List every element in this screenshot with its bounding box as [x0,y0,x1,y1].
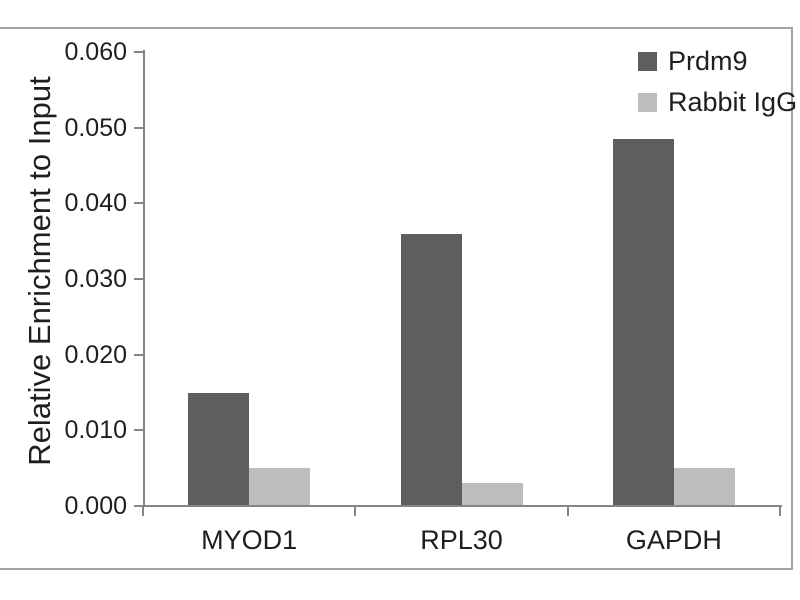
y-tick-mark [134,505,144,507]
y-tick-label: 0.060 [64,38,127,66]
y-tick-label: 0.050 [64,113,127,142]
x-category-label-rpl30: RPL30 [420,525,503,555]
y-tick-mark [134,278,144,280]
x-tick-mark [142,506,144,516]
x-axis-line [143,505,782,507]
x-tick-mark [354,506,357,516]
y-tick-label: 0.030 [64,265,127,293]
y-tick-label: 0.040 [64,189,127,218]
legend-swatch-prdm9 [638,51,657,71]
y-tick-mark [134,429,144,432]
prdm9-bar-myod1 [188,392,250,506]
y-tick-mark [134,51,144,53]
y-tick-label: 0.000 [64,492,127,520]
x-tick-mark [779,506,781,516]
y-axis-line [143,50,145,507]
x-tick-mark [566,506,569,516]
prdm9-bar-rpl30 [400,233,462,506]
y-tick-mark [134,126,144,129]
legend-swatch-rabbit-igg [638,92,657,112]
y-tick-label: 0.010 [64,416,127,445]
prdm9-bar-gapdh [612,139,674,506]
y-tick-mark [134,353,144,356]
y-tick-mark [134,202,144,205]
x-category-label-myod1: MYOD1 [201,525,298,555]
legend: Prdm9 Rabbit IgG [638,46,797,128]
rabbit-igg-bar-rpl30 [461,483,523,506]
rabbit-igg-bar-myod1 [249,468,311,506]
rabbit-igg-bar-gapdh [673,468,735,506]
figure-border [0,27,793,570]
legend-label-rabbit-igg: Rabbit IgG [668,86,798,117]
legend-label-prdm9: Prdm9 [668,45,748,76]
legend-item-prdm9: Prdm9 [638,46,797,76]
x-category-label-gapdh: GAPDH [625,525,722,555]
legend-item-rabbit-igg: Rabbit IgG [638,87,797,117]
y-tick-label: 0.020 [64,340,127,369]
